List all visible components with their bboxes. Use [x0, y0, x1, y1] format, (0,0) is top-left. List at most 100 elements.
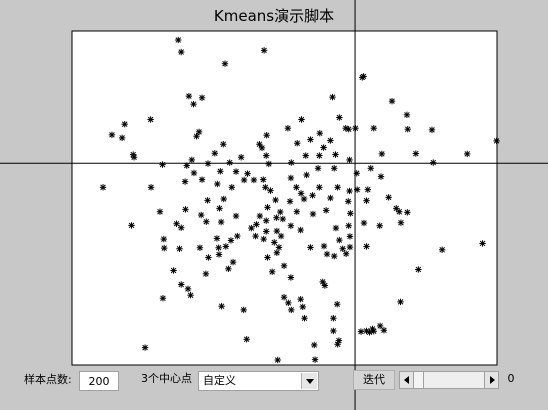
data-point: [293, 184, 300, 191]
data-point: [273, 249, 281, 256]
data-point: [360, 219, 368, 227]
data-point: [287, 222, 295, 229]
data-point: [190, 100, 197, 108]
data-point: [286, 198, 294, 205]
iterate-button[interactable]: 迭代: [353, 370, 395, 390]
data-point: [147, 116, 154, 123]
data-point: [214, 180, 221, 188]
data-point: [307, 136, 314, 143]
data-point: [332, 151, 339, 158]
data-point: [227, 237, 235, 244]
data-point: [376, 222, 383, 229]
data-point: [280, 262, 288, 270]
data-point: [287, 174, 295, 182]
data-point: [229, 258, 237, 266]
data-point: [121, 120, 128, 128]
data-point: [248, 224, 255, 232]
data-point: [303, 171, 310, 179]
slider-left-arrow-icon[interactable]: [400, 372, 414, 388]
data-point: [345, 222, 352, 229]
data-point: [264, 204, 271, 211]
data-point: [293, 208, 301, 215]
data-point: [316, 184, 323, 191]
data-point: [108, 131, 116, 139]
data-point: [412, 150, 420, 157]
centers-label: 3个中心点: [141, 370, 192, 388]
data-point: [336, 236, 343, 244]
data-point: [297, 190, 305, 197]
data-point: [128, 222, 135, 229]
data-point: [363, 197, 370, 204]
data-point: [428, 126, 436, 134]
data-point: [287, 274, 295, 281]
data-point: [299, 303, 306, 311]
data-point: [141, 344, 149, 351]
data-point: [397, 219, 405, 226]
data-point: [272, 196, 279, 204]
data-point: [130, 154, 138, 161]
data-point: [380, 327, 388, 334]
data-point: [396, 208, 403, 215]
data-point: [258, 144, 266, 152]
data-point: [336, 114, 343, 121]
data-point: [263, 228, 270, 235]
data-point: [190, 169, 198, 177]
data-point: [213, 235, 221, 242]
data-point: [182, 206, 189, 213]
data-point: [99, 184, 107, 191]
chevron-down-icon[interactable]: [301, 373, 317, 389]
sample-count-label: 样本点数:: [24, 371, 72, 389]
data-point: [160, 235, 167, 243]
centers-select[interactable]: 自定义: [198, 371, 319, 391]
data-point: [175, 36, 182, 44]
data-point: [220, 141, 227, 148]
data-point: [253, 221, 260, 228]
iteration-slider[interactable]: [399, 371, 499, 389]
data-point: [404, 125, 411, 133]
data-point: [228, 184, 235, 191]
data-point: [178, 281, 185, 288]
data-point: [273, 227, 281, 235]
data-point: [346, 156, 353, 164]
slider-thumb[interactable]: [414, 372, 424, 388]
data-point: [331, 252, 338, 260]
data-point: [222, 243, 230, 250]
data-point: [360, 73, 367, 80]
data-point: [403, 111, 411, 119]
data-point: [268, 268, 276, 276]
data-point: [178, 48, 185, 56]
data-point: [256, 141, 263, 148]
data-point: [321, 282, 329, 289]
data-point: [274, 356, 281, 364]
data-point: [346, 243, 354, 251]
data-point: [377, 173, 385, 180]
slider-right-arrow-icon[interactable]: [484, 372, 498, 388]
data-point: [370, 328, 377, 335]
data-point: [220, 195, 227, 203]
data-point: [232, 212, 240, 220]
data-point: [397, 298, 404, 306]
data-point: [271, 239, 278, 246]
data-point: [218, 303, 225, 310]
data-point: [211, 150, 218, 157]
data-point: [309, 192, 316, 199]
data-point: [363, 327, 370, 335]
data-point: [363, 243, 370, 250]
sample-count-input[interactable]: [79, 371, 119, 391]
data-point: [205, 254, 212, 261]
data-point: [479, 240, 486, 247]
data-point: [221, 60, 229, 67]
plot-area: [71, 30, 498, 366]
data-point: [298, 116, 305, 123]
data-point: [370, 124, 377, 132]
data-point: [250, 176, 258, 184]
data-point: [118, 134, 126, 142]
data-point: [215, 251, 223, 258]
data-point: [320, 144, 327, 151]
data-point: [263, 132, 270, 139]
data-point: [204, 197, 211, 204]
data-point: [385, 194, 392, 201]
data-point: [334, 301, 341, 308]
data-point: [309, 210, 317, 218]
data-point: [334, 184, 341, 191]
